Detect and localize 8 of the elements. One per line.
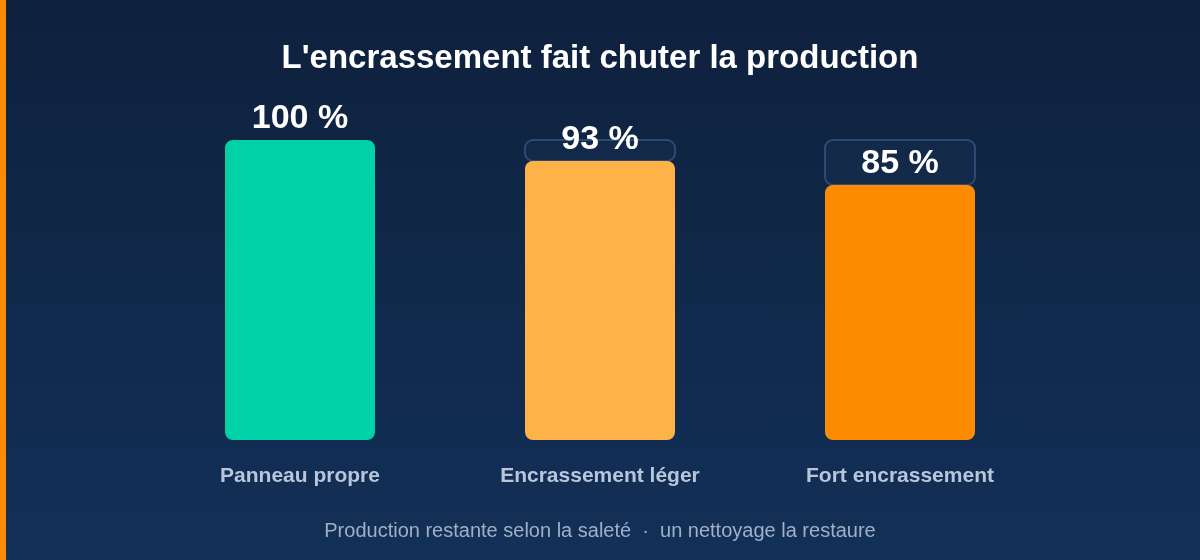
data-label: 85 %	[861, 142, 939, 180]
data-label: 100 %	[251, 97, 349, 135]
text: Production restante selon la saleté · un nettoyage la restaure	[324, 519, 876, 541]
chart-title: L'encrassement fait chuter la production	[281, 38, 919, 75]
data-label: 93 %	[561, 118, 639, 156]
x-tick-label: Fort encrassement	[806, 463, 994, 486]
x-tick-label: Encrassement léger	[500, 463, 700, 486]
x-tick-label: Panneau propre	[220, 463, 380, 486]
